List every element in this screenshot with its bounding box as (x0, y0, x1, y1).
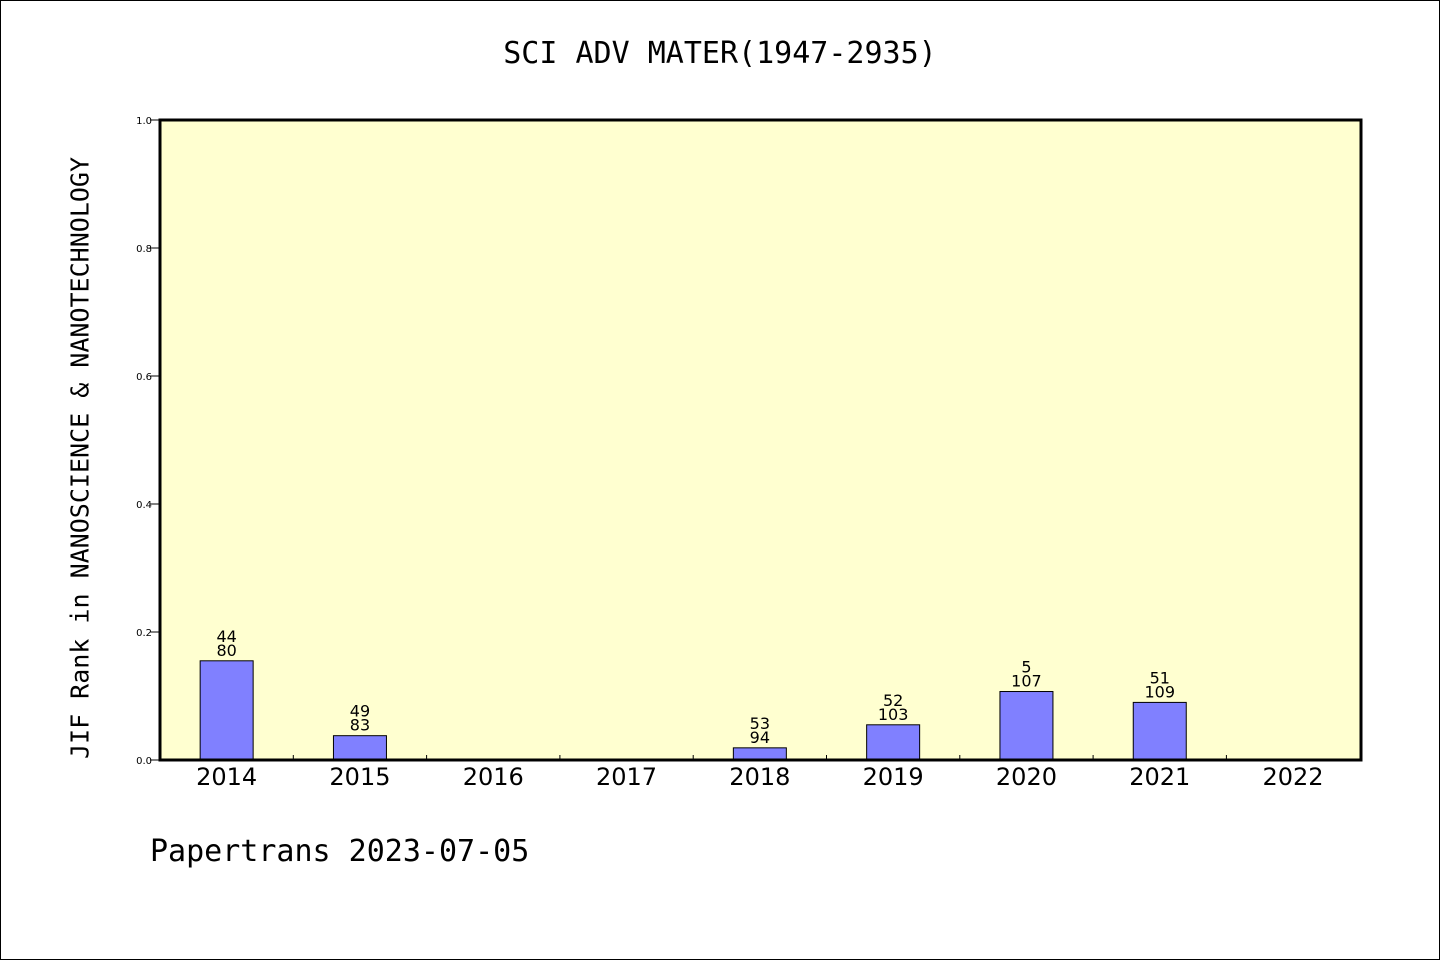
bar (866, 724, 921, 761)
bar-rank-label: 49 (350, 702, 370, 721)
bar-total-label: 107 (1011, 672, 1042, 691)
x-tick-label: 2018 (729, 763, 790, 791)
bar (999, 691, 1054, 761)
bar (732, 747, 787, 761)
bar-rank-label: 5 (1021, 658, 1031, 677)
bar-total-label: 109 (1144, 682, 1175, 701)
bar-rank-label: 51 (1150, 668, 1170, 687)
y-tick-label: 0.2 (136, 628, 152, 639)
y-tick-label: 0.4 (136, 500, 152, 511)
bar-total-label: 80 (216, 641, 236, 660)
bar-total-label: 94 (750, 728, 770, 747)
y-tick-label: 0.8 (136, 244, 152, 255)
bar-rank-label: 53 (750, 714, 770, 733)
x-tick-label: 2020 (996, 763, 1057, 791)
bar (1132, 701, 1187, 761)
bar-rank-label: 52 (883, 691, 903, 710)
footer-text: Papertrans 2023-07-05 (150, 834, 530, 869)
plot-area (160, 120, 1361, 760)
y-tick-label: 0.0 (136, 756, 152, 767)
x-tick-label: 2016 (463, 763, 524, 791)
x-tick-label: 2022 (1263, 763, 1324, 791)
x-tick-label: 2015 (329, 763, 390, 791)
plot-border (158, 118, 1363, 762)
bar-total-label: 83 (350, 716, 370, 735)
bar-total-label: 103 (878, 705, 909, 724)
x-tick-label: 2021 (1129, 763, 1190, 791)
bar (199, 660, 254, 761)
bar-rank-label: 44 (216, 627, 236, 646)
x-tick-label: 2017 (596, 763, 657, 791)
y-tick-label: 1.0 (136, 116, 152, 127)
bar (332, 735, 387, 761)
x-tick-label: 2019 (863, 763, 924, 791)
y-tick-label: 0.6 (136, 372, 152, 383)
x-tick-label: 2014 (196, 763, 257, 791)
chart-title: SCI ADV MATER(1947-2935) (503, 36, 937, 71)
